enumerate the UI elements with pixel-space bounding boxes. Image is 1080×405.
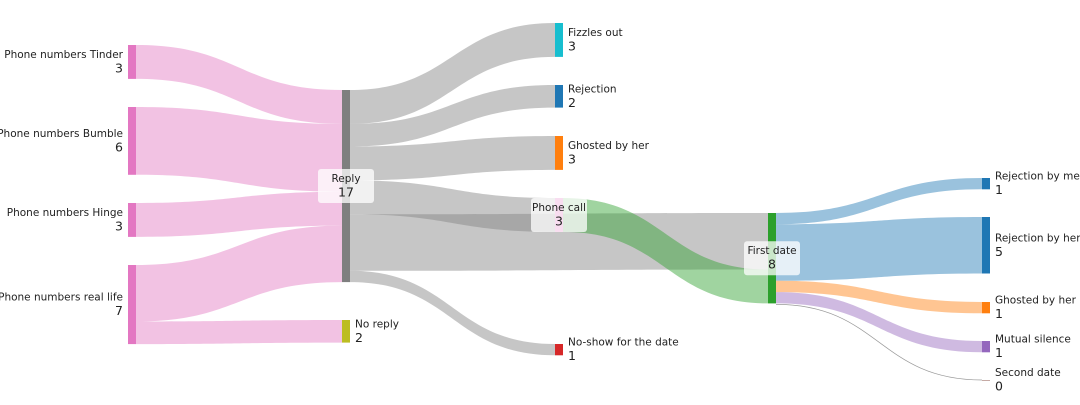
node-label: Phone numbers Bumble bbox=[0, 128, 123, 140]
link bbox=[136, 107, 342, 192]
node-value: 2 bbox=[355, 330, 363, 345]
node bbox=[555, 85, 563, 108]
node-label: Phone call bbox=[532, 202, 586, 214]
node bbox=[128, 265, 136, 345]
link bbox=[350, 180, 555, 232]
link bbox=[136, 320, 342, 345]
node bbox=[128, 45, 136, 79]
link bbox=[136, 45, 342, 124]
node-label: Mutual silence bbox=[995, 334, 1071, 346]
node-value: 3 bbox=[115, 60, 123, 75]
node-label: Ghosted by her bbox=[568, 140, 650, 152]
node bbox=[982, 380, 990, 381]
node bbox=[982, 341, 990, 353]
node bbox=[555, 344, 563, 356]
node-value: 3 bbox=[568, 38, 576, 53]
links bbox=[136, 23, 983, 381]
node-value: 17 bbox=[338, 185, 354, 200]
node-value: 2 bbox=[568, 95, 576, 110]
node-value: 0 bbox=[995, 379, 1003, 394]
link bbox=[776, 217, 982, 281]
node-value: 1 bbox=[995, 306, 1003, 321]
node-value: 1 bbox=[995, 182, 1003, 197]
label-box bbox=[531, 197, 587, 232]
link bbox=[775, 304, 983, 381]
node-value: 7 bbox=[115, 303, 123, 318]
link bbox=[350, 136, 555, 181]
node bbox=[982, 302, 990, 314]
link bbox=[350, 85, 555, 147]
node bbox=[982, 178, 990, 190]
node-label: Phone numbers real life bbox=[0, 292, 123, 304]
node-label: Rejection by her bbox=[995, 232, 1080, 244]
node-label: No reply bbox=[355, 318, 399, 330]
link bbox=[776, 280, 982, 314]
node-value: 3 bbox=[568, 151, 576, 166]
node-label: Rejection by me bbox=[995, 171, 1080, 183]
node-value: 8 bbox=[768, 257, 776, 272]
node-label: Phone numbers Tinder bbox=[4, 49, 123, 61]
link bbox=[350, 213, 768, 271]
link bbox=[136, 225, 342, 322]
node-label: Rejection bbox=[568, 83, 617, 95]
node bbox=[555, 136, 563, 170]
node-value: 1 bbox=[568, 348, 576, 363]
link bbox=[350, 270, 555, 356]
node bbox=[982, 217, 990, 274]
link bbox=[136, 191, 342, 237]
node bbox=[342, 320, 350, 343]
node bbox=[128, 203, 136, 237]
node-value: 1 bbox=[995, 345, 1003, 360]
label-box bbox=[318, 169, 374, 204]
node-value: 6 bbox=[115, 139, 123, 154]
link bbox=[350, 23, 555, 124]
label-box bbox=[744, 241, 800, 276]
node-label: No-show for the date bbox=[568, 337, 679, 349]
link bbox=[776, 292, 982, 353]
node bbox=[555, 23, 563, 57]
node-label: Second date bbox=[995, 367, 1061, 379]
link bbox=[776, 178, 982, 225]
node-label: First date bbox=[747, 245, 796, 257]
node bbox=[128, 107, 136, 175]
node-value: 3 bbox=[115, 218, 123, 233]
node-label: Reply bbox=[331, 173, 360, 185]
node-label: Ghosted by her bbox=[995, 295, 1077, 307]
node-value: 5 bbox=[995, 244, 1003, 259]
node-value: 3 bbox=[555, 213, 563, 228]
link bbox=[563, 198, 768, 304]
node-label: Phone numbers Hinge bbox=[7, 207, 123, 219]
node-label: Fizzles out bbox=[568, 27, 623, 39]
